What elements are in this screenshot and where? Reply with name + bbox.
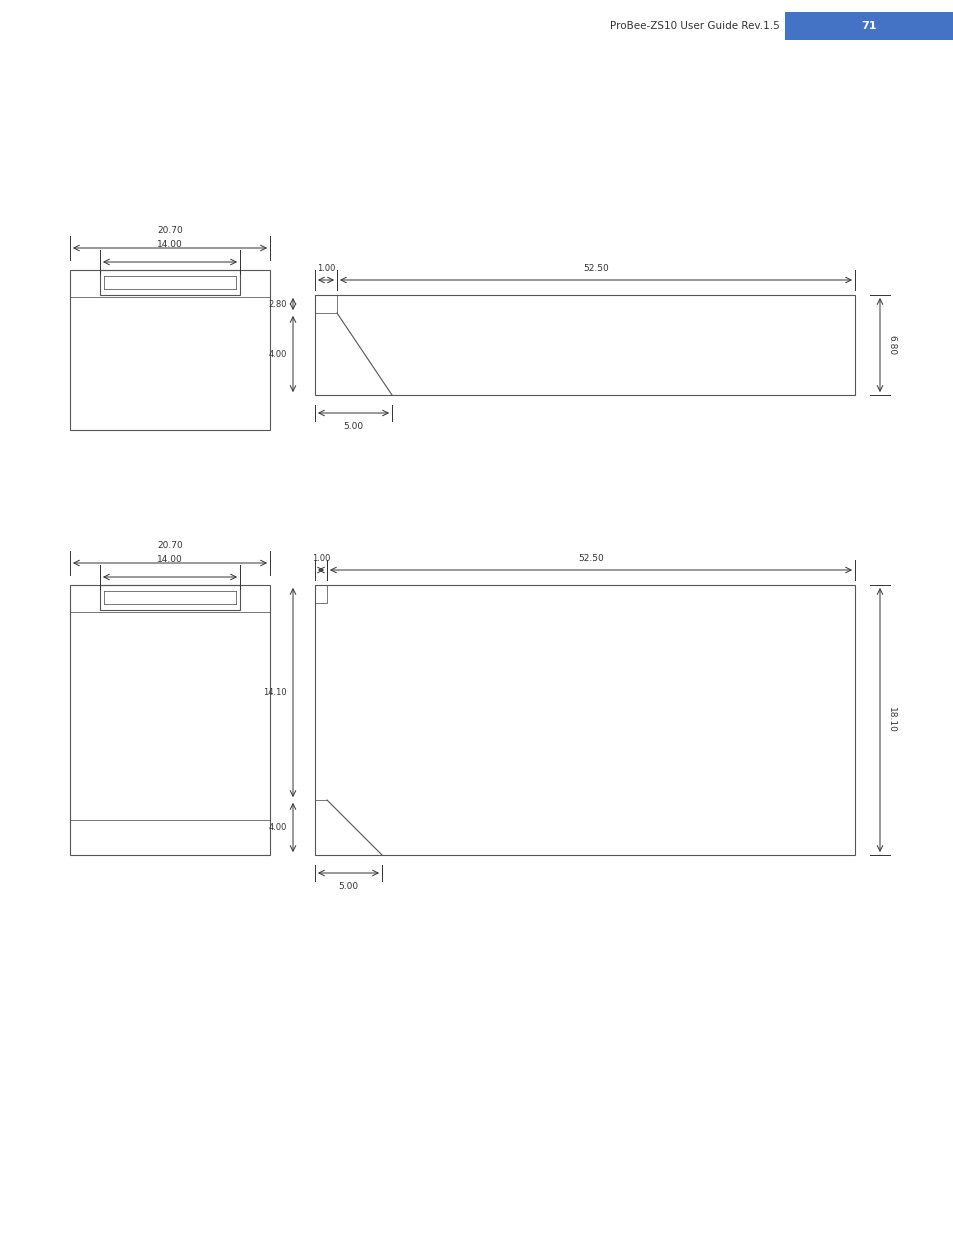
Text: ProBee-ZS10 User Guide Rev.1.5: ProBee-ZS10 User Guide Rev.1.5: [610, 21, 780, 31]
Text: 4.00: 4.00: [269, 823, 287, 832]
Text: 52.50: 52.50: [578, 555, 603, 563]
Text: 1.00: 1.00: [312, 555, 330, 563]
Text: 20.70: 20.70: [157, 226, 183, 235]
Bar: [314, 295, 854, 395]
Bar: [314, 585, 854, 855]
Text: 14.00: 14.00: [157, 240, 183, 249]
Bar: [100, 585, 240, 610]
Bar: [314, 295, 336, 312]
Text: 5.00: 5.00: [343, 422, 363, 431]
Text: 52.50: 52.50: [582, 264, 608, 273]
Text: 2.80: 2.80: [268, 300, 287, 309]
Text: 6.80: 6.80: [886, 335, 895, 356]
Text: 5.00: 5.00: [338, 882, 358, 890]
Text: 14.10: 14.10: [263, 688, 287, 697]
Text: 18.10: 18.10: [886, 708, 895, 732]
Bar: [70, 585, 270, 855]
Text: 20.70: 20.70: [157, 541, 183, 550]
Bar: [784, 12, 953, 40]
Bar: [100, 270, 240, 295]
Text: 4.00: 4.00: [269, 350, 287, 358]
Bar: [314, 585, 327, 603]
Text: 14.00: 14.00: [157, 555, 183, 564]
Text: 1.00: 1.00: [316, 264, 335, 273]
Bar: [70, 270, 270, 430]
Text: 71: 71: [861, 21, 877, 31]
